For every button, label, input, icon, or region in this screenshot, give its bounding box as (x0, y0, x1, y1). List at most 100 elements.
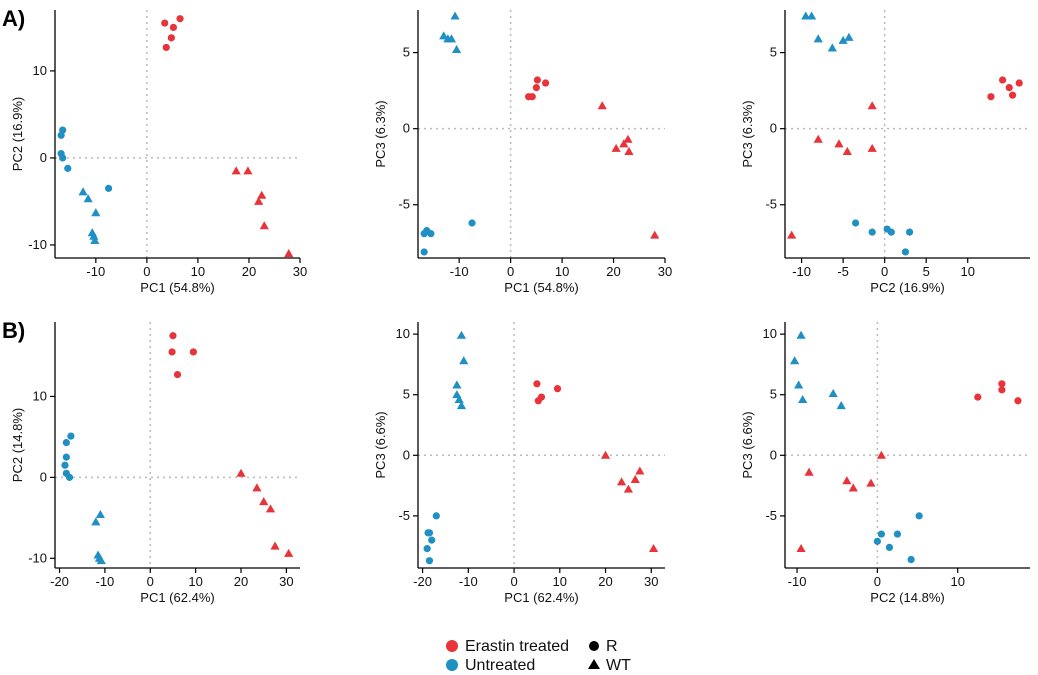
y-tick-label: -5 (398, 197, 410, 212)
legend-wt-triangle-icon (588, 659, 600, 669)
y-tick-label: -10 (28, 237, 47, 252)
y-tick-label: 0 (403, 121, 410, 136)
data-point-circle (877, 530, 885, 538)
data-point-circle (905, 228, 914, 236)
data-point-triangle (89, 231, 99, 240)
x-tick-label: 30 (658, 264, 672, 279)
x-tick-label: 30 (644, 574, 658, 589)
y-tick-label: 0 (770, 121, 777, 136)
data-point-triangle (836, 401, 846, 410)
data-point-triangle (265, 504, 276, 513)
data-point-triangle (623, 134, 633, 143)
data-point-triangle (446, 34, 457, 43)
data-point-circle (189, 348, 197, 356)
data-point-triangle (828, 388, 838, 397)
x-tick-label: 10 (188, 574, 202, 589)
x-tick-label: 20 (598, 574, 612, 589)
data-point-circle (885, 543, 894, 551)
y-tick-label: 0 (770, 447, 777, 462)
data-point-circle (851, 219, 860, 227)
x-axis-title: PC1 (54.8%) (504, 280, 578, 295)
data-point-circle (887, 228, 895, 236)
data-point-triangle (867, 143, 877, 152)
data-point-triangle (597, 101, 607, 110)
data-point-triangle (827, 43, 837, 52)
x-tick-label: -10 (459, 574, 478, 589)
x-axis-title: PC1 (62.4%) (140, 590, 214, 605)
data-point-circle (998, 380, 1006, 388)
data-point-triangle (236, 468, 246, 477)
x-tick-label: -5 (837, 264, 849, 279)
data-point-triangle (842, 146, 852, 155)
legend-erastin-swatch (446, 640, 458, 652)
y-tick-label: 10 (33, 388, 47, 403)
data-point-circle (532, 83, 540, 92)
data-point-circle (176, 15, 184, 23)
x-axis-title: PC1 (54.8%) (140, 280, 214, 295)
data-point-triangle (456, 401, 467, 410)
data-point-triangle (231, 166, 241, 175)
x-axis-title: PC2 (14.8%) (870, 590, 944, 605)
x-tick-label: 5 (923, 264, 930, 279)
data-point-triangle (834, 139, 844, 148)
data-point-triangle (848, 483, 858, 492)
data-point-circle (67, 432, 75, 440)
data-point-triangle (451, 44, 462, 54)
data-point-triangle (90, 235, 100, 245)
data-point-circle (161, 19, 169, 27)
data-point-triangle (842, 476, 852, 485)
x-tick-label: 10 (960, 264, 974, 279)
data-point-circle (537, 393, 546, 401)
data-point-circle (915, 512, 923, 520)
data-point-circle (173, 370, 182, 379)
data-point-circle (59, 154, 67, 162)
data-point-circle (533, 76, 541, 84)
data-point-circle (987, 93, 995, 101)
y-axis-title: PC3 (6.3%) (740, 100, 755, 167)
data-point-triangle (83, 194, 93, 203)
x-tick-label: -10 (86, 264, 105, 279)
data-point-circle (62, 438, 70, 447)
data-point-triangle (806, 11, 817, 20)
data-point-triangle (91, 208, 101, 217)
data-point-circle (424, 529, 432, 537)
x-tick-label: 30 (293, 264, 307, 279)
data-point-triangle (284, 548, 294, 557)
data-point-triangle (95, 509, 105, 519)
data-point-triangle (798, 394, 808, 404)
data-point-circle (428, 536, 436, 544)
x-tick-label: 20 (606, 264, 620, 279)
data-point-circle (533, 380, 541, 388)
x-tick-label: 10 (555, 264, 569, 279)
data-point-circle (468, 219, 476, 227)
y-tick-label: 0 (40, 150, 47, 165)
data-point-triangle (259, 497, 269, 506)
data-point-triangle (452, 380, 462, 389)
data-point-triangle (635, 466, 645, 475)
x-tick-label: 0 (507, 264, 514, 279)
y-tick-label: -10 (28, 550, 47, 565)
data-point-triangle (96, 556, 106, 565)
x-tick-label: -10 (792, 264, 811, 279)
data-point-triangle (252, 483, 262, 492)
y-tick-label: 5 (770, 387, 777, 402)
data-point-triangle (867, 101, 877, 110)
data-point-circle (62, 453, 70, 461)
data-point-circle (1005, 83, 1013, 92)
data-point-triangle (611, 143, 621, 152)
data-point-triangle (439, 31, 449, 40)
data-point-triangle (284, 249, 294, 258)
data-point-circle (420, 248, 428, 256)
data-point-triangle (813, 134, 823, 143)
x-tick-label: 10 (553, 574, 567, 589)
data-point-triangle (813, 34, 823, 43)
data-point-circle (104, 184, 113, 192)
x-tick-label: -10 (96, 574, 115, 589)
panel-label-b: B) (2, 318, 25, 343)
y-tick-label: -5 (765, 508, 777, 523)
data-point-triangle (450, 11, 460, 20)
